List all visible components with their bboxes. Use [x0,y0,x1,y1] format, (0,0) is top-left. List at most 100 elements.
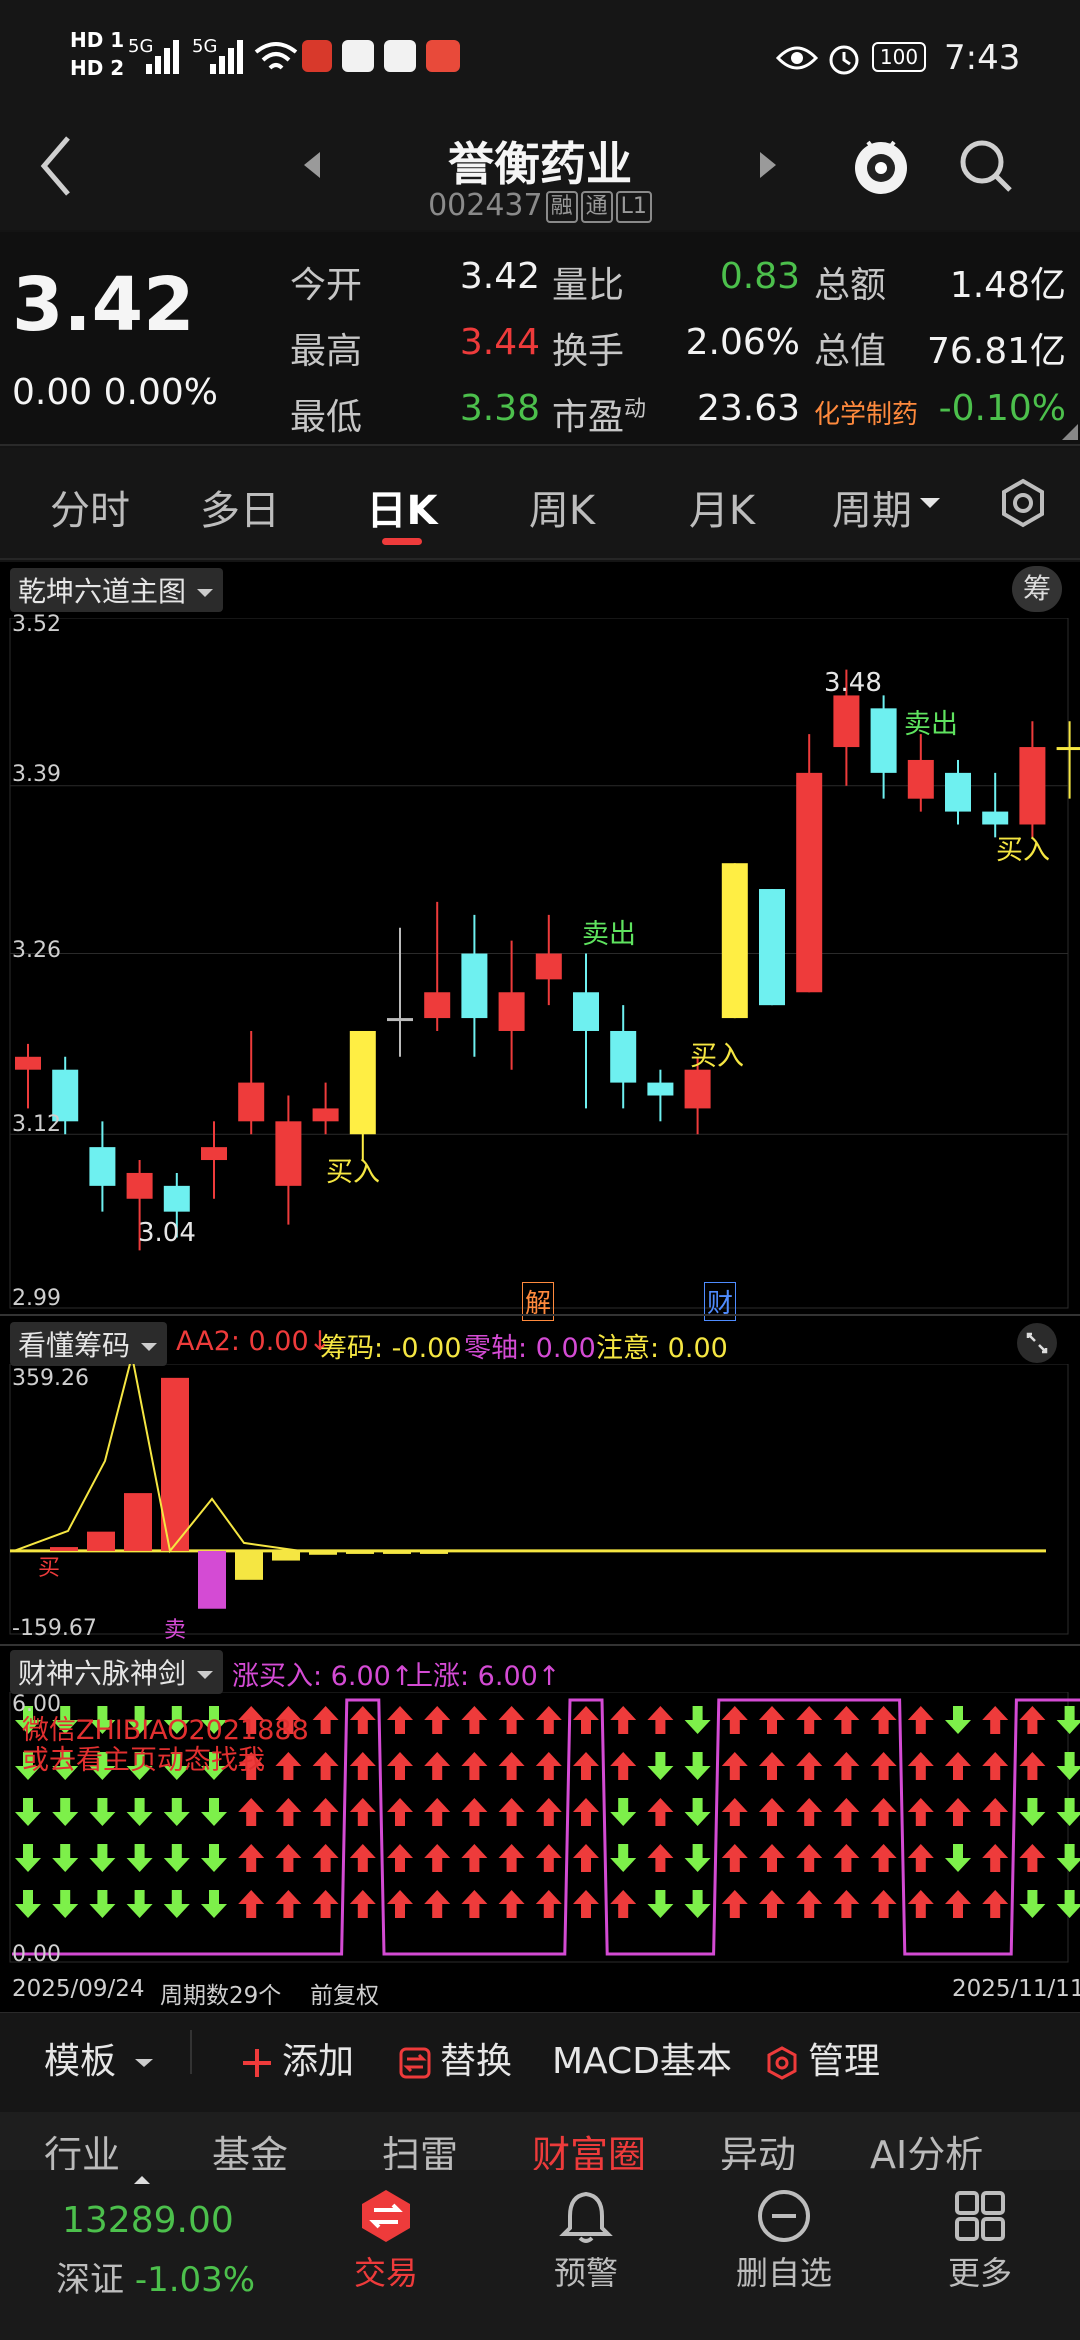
manage-indicators-button[interactable]: 管理 [764,2032,880,2084]
six-sword-arrow-chart[interactable] [0,1692,1080,1972]
down-arrow-icon [52,1752,79,1780]
tab-monthly-k[interactable]: 月K [688,488,756,534]
sword-frame [9,1692,1069,1963]
subnav-fund[interactable]: 基金 [212,2133,289,2177]
macd-basic-button[interactable]: MACD基本 [552,2041,732,2082]
subnav-abnormal[interactable]: 异动 [720,2133,797,2177]
up-arrow-icon [907,1844,934,1872]
up-arrow-icon [1019,1752,1046,1780]
subnav-risk-scan[interactable]: 扫雷 [382,2133,459,2177]
up-arrow-icon [982,1706,1009,1734]
add-indicator-button[interactable]: 添加 [240,2032,354,2084]
candle-body [387,1018,413,1022]
up-arrow-icon [387,1844,413,1872]
down-arrow-icon [647,1890,674,1918]
turnover-rate-label: 换手 [552,331,625,372]
prev-stock-icon[interactable] [300,150,324,180]
tab-multi-day[interactable]: 多日 [200,488,280,534]
app-notification-icon [426,40,460,72]
chevron-down-icon [920,498,940,508]
chevron-down-icon [135,2059,154,2067]
sell-signal: 卖出 [582,919,636,950]
down-arrow-icon [15,1844,41,1872]
panel-divider [0,1314,1080,1316]
subnav-industry[interactable]: 行业 [44,2133,121,2177]
up-arrow-icon [759,1752,785,1780]
chip-histogram-chart[interactable] [0,1364,1080,1644]
main-indicator-name: 乾坤六道主图 [18,575,187,608]
up-arrow-icon [275,1752,302,1780]
up-arrow-icon [498,1798,525,1826]
candlestick-chart[interactable] [0,618,1080,1314]
up-arrow-icon [312,1798,339,1826]
down-arrow-icon [201,1844,227,1872]
tab-weekly-k[interactable]: 周K [528,488,596,534]
adjust-mode[interactable]: 前复权 [310,1983,379,2009]
down-arrow-icon [89,1890,116,1918]
down-arrow-icon [89,1752,116,1780]
down-arrow-icon [126,1798,153,1826]
sector-label[interactable]: 化学制药 [814,400,919,430]
replace-label: 替换 [440,2041,513,2082]
chevron-down-icon [196,589,213,597]
template-button[interactable]: 模板 [44,2032,155,2084]
back-icon[interactable] [38,134,78,198]
chip-sell-marker: 卖 [164,1618,187,1643]
legend-attention: 注意: 0.00 [596,1333,728,1364]
up-arrow-icon [275,1706,302,1734]
candle-body [1056,747,1080,751]
down-arrow-icon [15,1890,41,1918]
expand-icon[interactable] [1016,1322,1058,1364]
candle-body [163,1185,190,1212]
y-tick-label: 3.26 [12,938,61,963]
app-notification-icon [342,40,374,72]
index-row[interactable]: 深证 -1.03% [56,2252,255,2301]
candle-body [498,992,525,1031]
app-notification-icon [302,40,332,72]
chip-indicator-selector[interactable]: 看懂筹码 [10,1322,167,1366]
tab-period[interactable]: 周期 [832,488,912,534]
chip-distribution-button[interactable]: 筹 [1012,566,1062,612]
tab-daily-k[interactable]: 日K [366,488,438,534]
market-cap-value: 76.81亿 [926,331,1066,372]
up-arrow-icon [349,1798,376,1826]
nav-alert[interactable]: 预警 [506,2188,666,2294]
nav-more[interactable]: 更多 [900,2188,1060,2294]
candle-body [833,695,860,748]
down-arrow-icon [684,1890,711,1918]
down-arrow-icon [684,1706,711,1734]
up-arrow-icon [498,1890,525,1918]
indicator-toolbar [0,2012,1080,2112]
up-arrow-icon [424,1706,451,1734]
tab-intraday[interactable]: 分时 [50,488,130,534]
down-arrow-icon [163,1890,190,1918]
sword-indicator-selector[interactable]: 财神六脉神剑 [10,1650,223,1694]
down-arrow-icon [126,1752,153,1780]
subnav-ai-analysis[interactable]: AI分析 [870,2133,984,2177]
down-arrow-icon [945,1706,971,1734]
up-arrow-icon [461,1706,488,1734]
sword-y-bottom: 0.00 [12,1942,61,1967]
settings-icon[interactable] [998,478,1048,528]
up-arrow-icon [461,1890,488,1918]
candle-body [312,1108,339,1122]
up-arrow-icon [312,1844,339,1872]
search-icon[interactable] [956,136,1016,196]
chevron-down-icon [140,1343,157,1351]
nav-trade[interactable]: 交易 [306,2188,466,2294]
up-arrow-icon [907,1890,934,1918]
down-arrow-icon [15,1706,41,1734]
high-price-marker: 3.48 [824,668,882,698]
replace-indicator-button[interactable]: 替换 [398,2032,512,2084]
main-indicator-selector[interactable]: 乾坤六道主图 [10,568,223,612]
next-stock-icon[interactable] [756,150,780,180]
candle-body [982,811,1009,825]
quote-panel [0,232,1080,446]
up-arrow-icon [1019,1844,1046,1872]
pe-label: 市盈动 [552,388,646,440]
mascot-icon[interactable] [848,132,914,202]
nav-remove-watchlist[interactable]: 删自选 [704,2188,864,2294]
index-value[interactable]: 13289.00 [62,2200,234,2241]
bell-icon [559,2191,613,2243]
subnav-wealth-circle[interactable]: 财富圈 [532,2133,647,2177]
